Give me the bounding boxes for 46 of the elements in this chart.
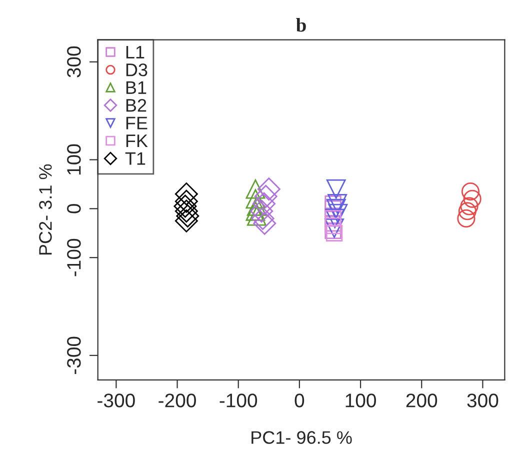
- x-tick-label: 0: [294, 394, 304, 408]
- x-tick-label: -100: [220, 394, 258, 408]
- x-tick-label: -200: [158, 394, 196, 408]
- y-tick-label: 0: [67, 204, 81, 214]
- point: [326, 198, 346, 218]
- point: [250, 200, 274, 223]
- point: [174, 209, 198, 232]
- point: [325, 208, 345, 228]
- x-tick-label: 200: [406, 394, 438, 408]
- x-tick-label: 300: [467, 394, 498, 408]
- point: [174, 182, 198, 206]
- legend-label: B2: [126, 98, 146, 112]
- legend-label: FE: [126, 116, 148, 130]
- y-tick-label: -300: [67, 336, 81, 374]
- point: [457, 209, 476, 228]
- y-tick-label: 100: [67, 144, 81, 174]
- point: [463, 190, 482, 208]
- point: [176, 204, 200, 228]
- y-tick-label: 300: [67, 46, 81, 78]
- y-tick-label: -100: [67, 238, 81, 276]
- y-axis-title: PC2- 3.1 %: [39, 164, 52, 255]
- point: [458, 202, 476, 220]
- point: [254, 184, 278, 208]
- legend-label: T1: [125, 152, 146, 165]
- point: [324, 218, 344, 238]
- point: [252, 192, 276, 216]
- point: [174, 200, 198, 223]
- point: [326, 179, 346, 199]
- point: [461, 182, 480, 201]
- point: [174, 194, 197, 218]
- x-axis-title: PC1- 96.5 %: [252, 431, 352, 444]
- point: [460, 197, 478, 216]
- point: [328, 194, 348, 214]
- point: [246, 179, 266, 199]
- legend-label: FK: [126, 134, 148, 148]
- legend-label: L1: [126, 46, 144, 58]
- chart-title: b: [296, 18, 306, 32]
- point: [174, 190, 198, 213]
- point: [328, 204, 348, 224]
- legend-label: D3: [126, 63, 148, 76]
- point: [251, 206, 274, 230]
- point: [253, 212, 276, 235]
- x-tick-label: -300: [98, 394, 135, 408]
- legend-label: B1: [126, 81, 146, 94]
- point: [257, 178, 280, 201]
- x-tick-label: 100: [346, 394, 376, 408]
